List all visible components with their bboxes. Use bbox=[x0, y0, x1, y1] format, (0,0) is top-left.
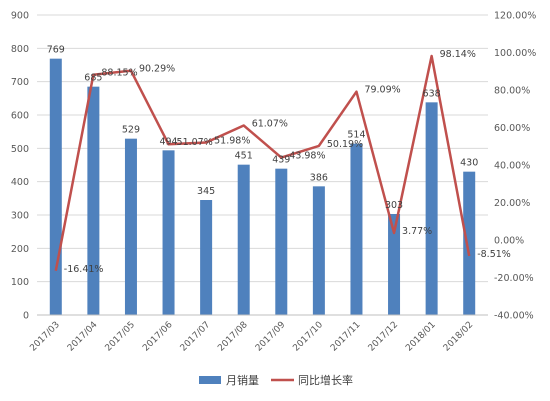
x-tick-label: 2017/11 bbox=[329, 320, 363, 354]
y-right-tick-label: 80.00% bbox=[494, 86, 530, 97]
x-tick-label: 2017/04 bbox=[66, 320, 100, 354]
y-left-tick-label: 100 bbox=[11, 277, 29, 288]
line-series bbox=[54, 54, 471, 272]
legend-label: 同比增长率 bbox=[298, 373, 353, 387]
bar-value-label: 769 bbox=[47, 45, 65, 56]
x-tick-label: 2017/07 bbox=[179, 320, 213, 354]
y-right-tick-label: -40.00% bbox=[494, 311, 534, 322]
bar bbox=[463, 171, 476, 315]
x-tick-label: 2018/02 bbox=[442, 320, 476, 354]
line-value-label: 43.98% bbox=[289, 151, 325, 162]
bar bbox=[425, 102, 438, 315]
x-tick-label: 2017/06 bbox=[141, 320, 175, 354]
y-left-tick-label: 200 bbox=[11, 244, 29, 255]
bar-value-label: 430 bbox=[460, 158, 478, 169]
y-left-tick-label: 700 bbox=[11, 77, 29, 88]
y-left-tick-label: 600 bbox=[11, 111, 29, 122]
y-right-tick-label: -20.00% bbox=[494, 273, 534, 284]
legend-label: 月销量 bbox=[226, 373, 259, 387]
bar-value-label: 514 bbox=[347, 130, 365, 141]
y-right-tick-label: 40.00% bbox=[494, 161, 530, 172]
bar-value-label: 638 bbox=[423, 88, 441, 99]
bar bbox=[124, 138, 137, 315]
y-right-tick-label: 100.00% bbox=[494, 48, 536, 59]
legend: 月销量 同比增长率 bbox=[199, 373, 353, 387]
y-left-tick-label: 0 bbox=[23, 311, 29, 322]
y-right-tick-label: 60.00% bbox=[494, 123, 530, 134]
x-tick-label: 2017/08 bbox=[216, 320, 250, 354]
y-right-tick-label: 0.00% bbox=[494, 236, 524, 247]
y-left-tick-label: 300 bbox=[11, 211, 29, 222]
y-left-tick-label: 400 bbox=[11, 177, 29, 188]
x-tick-label: 2017/10 bbox=[291, 320, 325, 354]
line-value-label: 98.14% bbox=[440, 49, 476, 60]
bar-series bbox=[49, 58, 476, 316]
bar bbox=[237, 164, 250, 315]
bar-value-label: 386 bbox=[310, 172, 328, 183]
x-tick-label: 2017/03 bbox=[28, 320, 62, 354]
y-left-tick-label: 500 bbox=[11, 144, 29, 155]
bar-value-label: 345 bbox=[197, 186, 215, 197]
x-tick-label: 2017/05 bbox=[104, 320, 138, 354]
y-left-tick-label: 800 bbox=[11, 44, 29, 55]
bar bbox=[162, 150, 175, 315]
bar-value-label: 494 bbox=[159, 136, 177, 147]
bar bbox=[200, 200, 213, 315]
line-value-label: 51.98% bbox=[214, 136, 250, 147]
line-value-label: 61.07% bbox=[252, 118, 288, 129]
line-value-label: 50.19% bbox=[327, 139, 363, 150]
grid-layer bbox=[37, 14, 488, 316]
bar-value-label: 529 bbox=[122, 125, 140, 136]
line-value-label: 3.77% bbox=[402, 226, 432, 237]
bar-value-label: 303 bbox=[385, 200, 403, 211]
bar-value-label: 451 bbox=[235, 151, 253, 162]
y-right-tick-label: 120.00% bbox=[494, 11, 536, 22]
bar-value-label: 685 bbox=[84, 73, 102, 84]
legend-swatch-bar bbox=[199, 376, 221, 384]
line-value-label: 51.07% bbox=[177, 137, 213, 148]
x-tick-label: 2017/12 bbox=[367, 320, 401, 354]
x-tick-label: 2017/09 bbox=[254, 320, 288, 354]
bar bbox=[87, 86, 100, 316]
bar bbox=[275, 168, 288, 315]
line-value-label: 79.09% bbox=[364, 85, 400, 96]
line-value-label: -8.51% bbox=[477, 249, 511, 260]
bar bbox=[49, 58, 62, 316]
bar bbox=[350, 143, 363, 315]
line-value-label: 90.29% bbox=[139, 64, 175, 75]
line-value-label: 88.15% bbox=[101, 68, 137, 79]
line-path bbox=[54, 54, 471, 272]
bar bbox=[312, 186, 325, 315]
bar bbox=[388, 214, 401, 315]
line-value-label: -16.41% bbox=[64, 264, 104, 275]
x-tick-label: 2018/01 bbox=[404, 320, 438, 354]
bar-value-label: 439 bbox=[272, 155, 290, 166]
y-left-tick-label: 900 bbox=[11, 11, 29, 22]
y-right-tick-label: 20.00% bbox=[494, 198, 530, 209]
data-labels: 769 685 529 494 345 451 439 386 514 303 638 430 -16.… bbox=[47, 45, 511, 275]
